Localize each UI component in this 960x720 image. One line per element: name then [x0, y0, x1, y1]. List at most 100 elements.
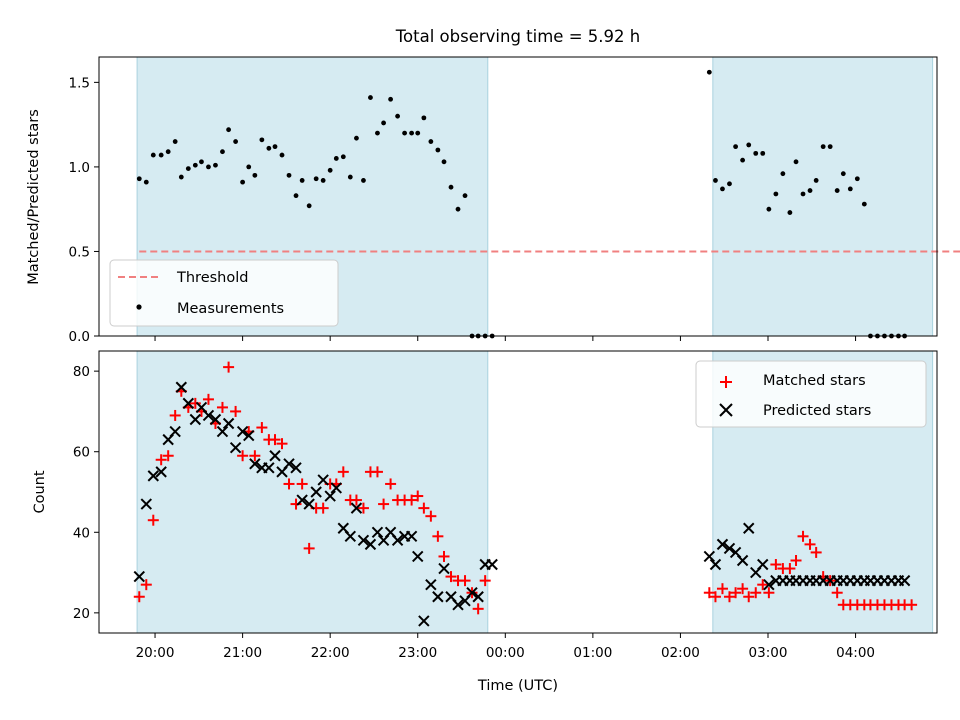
observing-window — [137, 351, 488, 633]
matched-stars-point — [249, 450, 261, 462]
matched-stars-point — [730, 587, 742, 599]
matched-stars-point — [737, 583, 749, 595]
legend-threshold-label: Threshold — [176, 270, 248, 286]
measurement-point — [192, 162, 198, 168]
predicted-stroke-b — [743, 522, 755, 534]
predicted-stars-point — [317, 474, 329, 486]
matched-stars-point — [357, 502, 369, 514]
predicted-stroke-b — [466, 587, 478, 599]
measurement-point — [713, 178, 718, 183]
measurement-point — [820, 144, 826, 150]
measurement-point — [266, 145, 272, 151]
y-tick-label: 80 — [73, 364, 90, 380]
measurement-point — [361, 178, 366, 183]
measurement-point — [807, 188, 813, 193]
measurement-point — [448, 184, 454, 190]
bottom-y-axis-label: Count — [32, 470, 48, 513]
matched-stars-points — [133, 361, 918, 615]
measurement-point — [165, 149, 171, 155]
measurement-point — [158, 152, 164, 158]
measurement-point — [455, 206, 461, 212]
predicted-stars-point — [290, 462, 302, 474]
bottom-legend: Matched stars Predicted stars — [695, 360, 927, 428]
predicted-stars-point — [438, 562, 450, 575]
y-tick-label: 20 — [73, 606, 90, 622]
measurement-point — [233, 139, 239, 144]
matched-stars-point — [162, 450, 174, 462]
predicted-stars-point — [283, 458, 295, 470]
measurement-point — [150, 152, 156, 158]
matched-stars-point — [223, 361, 235, 373]
bottom-x-ticks: 20:00 21:00 22:00 23:00 00:00 01:00 02:00 03:00… — [136, 633, 875, 661]
predicted-stroke-b — [716, 538, 729, 551]
predicted-stars-point — [466, 587, 478, 599]
predicted-stars-point — [391, 534, 404, 547]
predicted-stroke-b — [472, 591, 484, 603]
measurement-point — [760, 150, 766, 156]
predicted-stars-point — [182, 397, 195, 410]
predicted-stroke-b — [703, 550, 716, 563]
measurement-point — [395, 113, 400, 119]
matched-stars-point — [743, 591, 755, 603]
predicted-stroke-b — [324, 490, 336, 502]
predicted-stars-point — [736, 554, 749, 567]
top-y-ticks: 0.0 0.5 1.0 1.5 — [69, 75, 99, 345]
measurement-point — [854, 176, 860, 182]
measurement-point — [753, 150, 759, 156]
legend-predicted-swatch — [719, 403, 733, 417]
predicted-stroke-b — [391, 534, 404, 547]
matched-stars-point — [750, 587, 762, 599]
matched-stars-point — [283, 478, 295, 490]
predicted-stroke-b — [249, 458, 261, 470]
matched-stars-point — [371, 466, 383, 478]
predicted-stroke-b — [898, 574, 911, 587]
predicted-stroke-b — [296, 494, 308, 506]
x-tick-label: 01:00 — [573, 645, 612, 661]
matched-stars-point — [804, 538, 816, 550]
predicted-stroke-b — [723, 542, 736, 555]
matched-stars-point — [276, 438, 288, 450]
predicted-stroke-b — [438, 562, 450, 575]
measurement-point — [727, 181, 732, 187]
predicted-stars-point — [222, 417, 235, 430]
predicted-stroke-b — [209, 413, 222, 426]
measurement-point — [220, 149, 225, 155]
measurement-points — [136, 69, 908, 339]
y-tick-label: 1.0 — [69, 160, 90, 176]
measurement-point — [199, 159, 204, 165]
matched-stars-point — [432, 530, 444, 542]
predicted-stars-point — [405, 530, 418, 543]
predicted-stars-point — [452, 599, 464, 611]
observing-window — [712, 57, 933, 336]
measurement-point — [206, 164, 211, 170]
predicted-stroke-b — [757, 558, 769, 571]
legend-matched-swatch — [720, 376, 732, 388]
matched-stars-point — [438, 550, 450, 562]
measurement-point — [847, 186, 853, 192]
x-tick-label: 03:00 — [749, 645, 788, 661]
predicted-stroke-b — [486, 558, 498, 571]
measurement-point — [740, 157, 746, 163]
top-legend: Threshold Measurements — [109, 259, 339, 327]
predicted-stars-point — [763, 578, 775, 591]
measurement-point — [766, 206, 772, 212]
measurement-point — [213, 162, 218, 168]
predicted-stars-point — [425, 578, 437, 591]
top-x-ticks — [154, 336, 857, 341]
matched-stars-point — [296, 478, 308, 490]
x-tick-label: 02:00 — [661, 645, 700, 661]
predicted-stars-points — [133, 381, 911, 627]
predicted-stars-point — [344, 530, 357, 543]
predicted-stroke-b — [236, 425, 249, 438]
measurement-point — [409, 130, 415, 136]
measurement-point — [746, 142, 752, 148]
predicted-stars-point — [133, 570, 145, 583]
matched-stars-point — [716, 583, 728, 595]
matched-stars-point — [133, 591, 145, 603]
predicted-stroke-b — [216, 425, 229, 438]
matched-stars-point — [784, 563, 796, 575]
predicted-stroke-b — [175, 381, 188, 393]
predicted-stars-point — [147, 470, 159, 482]
matched-stars-point — [790, 554, 802, 566]
predicted-stroke-b — [452, 599, 464, 611]
